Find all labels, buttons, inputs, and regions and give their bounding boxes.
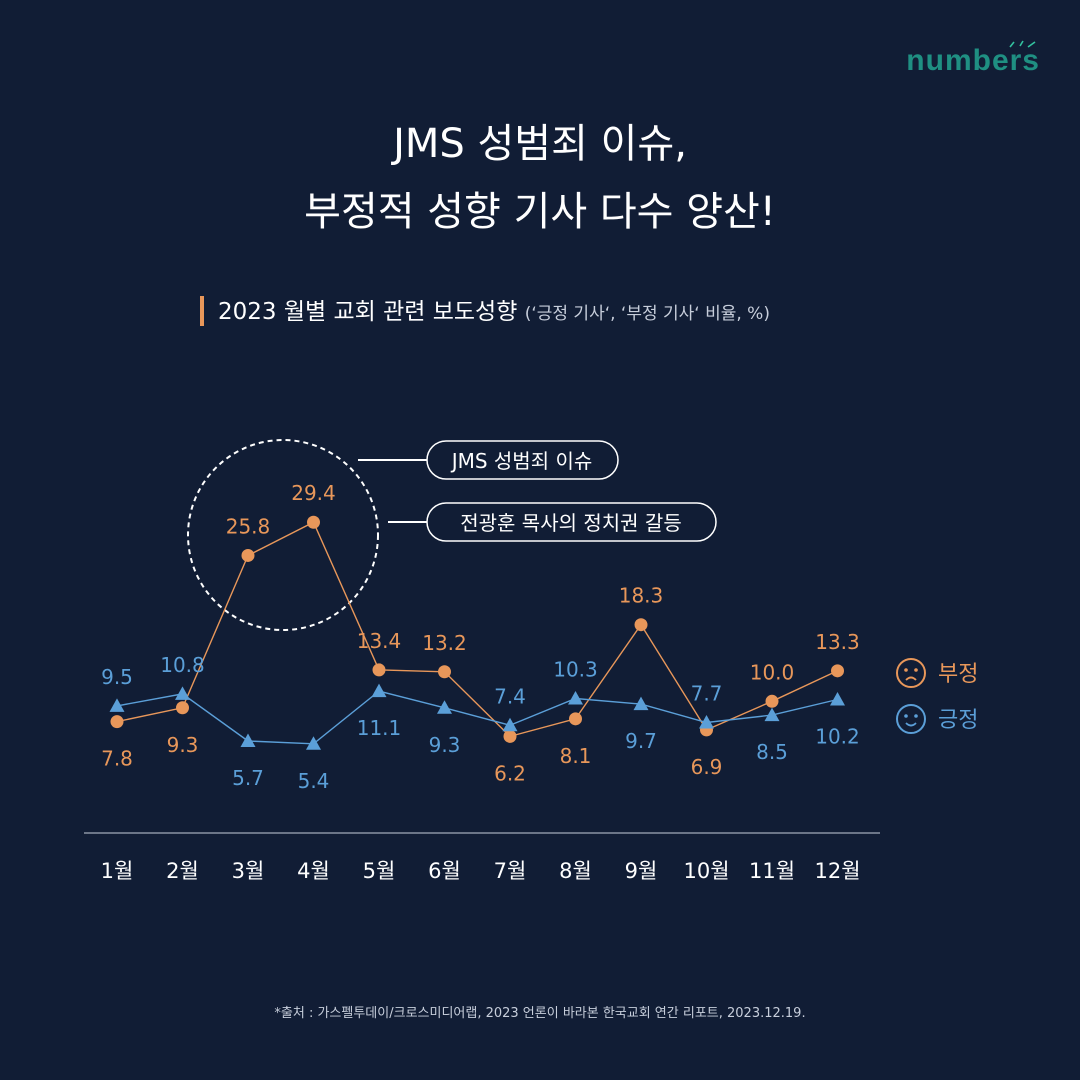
point-부정-11 [765, 694, 779, 708]
annotation-box-1 [426, 440, 619, 480]
x-tick-label-1: 1월 [101, 859, 134, 883]
x-tick-label-3: 3월 [232, 859, 265, 883]
point-부정-7 [503, 729, 517, 743]
annotation-label-2: 전광훈 목사의 정치권 갈등 [460, 511, 681, 535]
frown-face-icon-eye-left [904, 668, 908, 672]
x-tick-label-10: 10월 [683, 859, 729, 883]
data-label-긍정-4: 5.4 [298, 769, 330, 793]
brand-logo: numbers [906, 44, 1040, 77]
point-부정-4 [307, 515, 320, 529]
data-label-긍정-7: 7.4 [494, 684, 526, 708]
page-title: JMS 성범죄 이슈, 부정적 성향 기사 다수 양산! [0, 110, 1080, 246]
x-tick-label-11: 11월 [749, 859, 795, 883]
frown-face-icon-eye-right [914, 668, 918, 672]
x-tick-label-7: 7월 [494, 859, 527, 883]
x-tick-label-6: 6월 [428, 859, 461, 883]
frown-face-icon-mouth [905, 676, 917, 681]
frown-face-icon-outline [896, 658, 926, 688]
point-긍정-12 [830, 691, 845, 706]
data-label-부정-1: 7.8 [101, 747, 133, 771]
x-tick-label-9: 9월 [625, 859, 658, 883]
point-긍정-3 [240, 733, 256, 747]
data-label-부정-2: 9.3 [167, 733, 199, 757]
x-tick-label-8: 8월 [559, 859, 592, 883]
data-label-긍정-6: 9.3 [429, 733, 461, 757]
point-부정-2 [176, 701, 189, 715]
data-label-부정-11: 10.0 [750, 660, 795, 684]
point-긍정-5 [371, 683, 387, 698]
data-label-부정-10: 6.9 [691, 755, 723, 779]
point-긍정-7 [502, 717, 518, 732]
highlight-dashed-circle [187, 439, 379, 631]
logo-marks [1008, 34, 1038, 53]
subtitle-text: 2023 월별 교회 관련 보도성향 [218, 299, 518, 325]
data-label-부정-6: 13.2 [422, 631, 467, 655]
chart-subtitle: 2023 월별 교회 관련 보도성향 (‘긍정 기사‘, ‘부정 기사‘ 비율,… [200, 292, 770, 328]
data-label-긍정-2: 10.8 [160, 653, 205, 677]
annotation-group: JMS 성범죄 이슈 전광훈 목사의 정치권 갈등 [187, 439, 717, 631]
x-tick-label-4: 4월 [297, 859, 330, 883]
title-line-1: JMS 성범죄 이슈, [393, 121, 687, 167]
annotation-box-2 [426, 502, 717, 542]
data-label-부정-4: 29.4 [291, 481, 336, 505]
smile-face-icon-eye-right [914, 714, 918, 718]
point-부정-12 [831, 664, 844, 678]
point-긍정-6 [437, 700, 452, 714]
smile-face-icon [896, 704, 926, 734]
x-tick-label-2: 2월 [166, 859, 199, 883]
smile-face-icon-outline [896, 704, 926, 734]
point-부정-8 [569, 712, 582, 726]
point-긍정-8 [568, 691, 583, 705]
legend-label-긍정: 긍정 [938, 708, 978, 733]
source-note: *출처 : 가스펠투데이/크로스미디어랩, 2023 언론이 바라본 한국교회 … [274, 1006, 806, 1021]
x-tick-labels: 1월 2월 3월 4월 5월 6월 7월 8월 9월 10월 11월 12월 [101, 859, 861, 883]
point-긍정-9 [633, 696, 649, 711]
data-label-부정-7: 6.2 [494, 761, 526, 785]
data-label-긍정-8: 10.3 [553, 658, 598, 682]
data-label-긍정-9: 9.7 [625, 729, 657, 753]
data-label-긍정-5: 11.1 [357, 716, 402, 740]
series-layer: 7.8 9.3 25.8 29.4 13.4 13.2 6.2 8.1 18.3 6.9 10.0 1… [101, 481, 860, 793]
point-부정-5 [372, 663, 386, 677]
point-부정-9 [634, 618, 648, 632]
data-label-부정-12: 13.3 [815, 630, 860, 654]
x-tick-label-5: 5월 [363, 859, 396, 883]
data-label-부정-9: 18.3 [619, 584, 664, 608]
data-label-긍정-1: 9.5 [101, 665, 133, 689]
point-긍정-11 [764, 707, 780, 722]
data-label-긍정-11: 8.5 [756, 740, 788, 764]
x-tick-label-12: 12월 [814, 859, 860, 883]
point-긍정-4 [306, 736, 321, 750]
data-label-긍정-10: 7.7 [691, 682, 723, 706]
data-label-부정-5: 13.4 [357, 629, 402, 653]
frown-face-icon [896, 658, 926, 688]
data-label-긍정-12: 10.2 [815, 724, 860, 748]
subtitle-accent-bar [200, 295, 204, 326]
title-line-2: 부정적 성향 기사 다수 양산! [304, 189, 776, 235]
annotation-label-1: JMS 성범죄 이슈 [450, 449, 593, 473]
smile-face-icon-mouth [905, 722, 917, 727]
point-부정-3 [241, 548, 255, 562]
data-label-부정-8: 8.1 [560, 744, 592, 768]
series-line-부정 [116, 521, 838, 738]
data-label-부정-3: 25.8 [226, 514, 271, 538]
data-label-긍정-3: 5.7 [232, 766, 264, 790]
series-line-긍정 [116, 690, 838, 745]
point-긍정-2 [175, 686, 190, 700]
point-부정-6 [438, 665, 451, 679]
point-긍정-1 [109, 698, 125, 712]
point-부정-1 [110, 715, 124, 729]
legend-label-부정: 부정 [938, 662, 978, 687]
point-긍정-10 [699, 715, 714, 729]
subtitle-note: (‘긍정 기사‘, ‘부정 기사‘ 비율, %) [524, 304, 770, 324]
smile-face-icon-eye-left [904, 714, 908, 718]
